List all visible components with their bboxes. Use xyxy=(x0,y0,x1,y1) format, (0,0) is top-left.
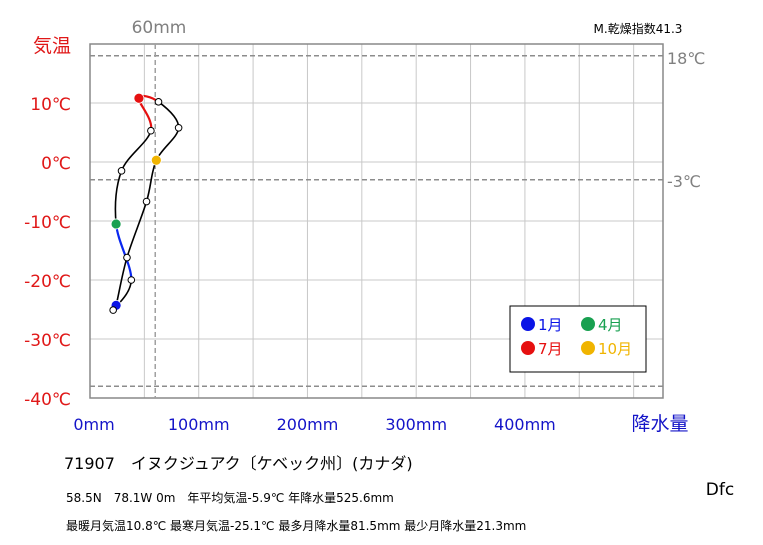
x-axis-label: 降水量 xyxy=(631,413,688,435)
y-tick-label: 10℃ xyxy=(30,95,71,115)
month-point xyxy=(109,306,117,314)
y-tick-label: -40℃ xyxy=(24,390,71,410)
month-point xyxy=(127,276,136,284)
legend-label-jul: 7月 xyxy=(538,340,563,358)
ref-label-18: 18℃ xyxy=(667,49,705,68)
x-tick-label: 100mm xyxy=(168,415,230,434)
x-tick-label: 300mm xyxy=(385,415,447,434)
legend-marker-jul xyxy=(521,341,535,355)
series-segment xyxy=(155,127,180,161)
legend-marker-oct xyxy=(581,341,595,355)
month-point-highlight xyxy=(110,218,122,230)
aridity-index: M.乾燥指数41.3 xyxy=(594,21,683,36)
series-segment xyxy=(158,101,180,128)
station-stats-line2: 最暖月気温10.8℃ 最寒月気温-25.1℃ 最多月降水量81.5mm 最少月降… xyxy=(66,519,527,533)
precip-marker-label: 60mm xyxy=(132,18,187,38)
legend-box xyxy=(509,305,647,373)
climate-class: Dfc xyxy=(706,480,734,500)
x-tick-label: 0mm xyxy=(73,415,114,434)
legend-label-jan: 1月 xyxy=(538,316,563,334)
station-stats-line1: 58.5N 78.1W 0m 年平均気温-5.9℃ 年降水量525.6mm xyxy=(66,491,394,505)
station-title: 71907 イヌクジュアク〔ケベック州〕(カナダ) xyxy=(64,454,413,473)
x-tick-label: 400mm xyxy=(494,415,556,434)
legend-marker-apr xyxy=(581,317,595,331)
y-tick-label: -20℃ xyxy=(24,272,71,292)
ref-label-minus3: -3℃ xyxy=(667,172,701,191)
legend-label-oct: 10月 xyxy=(598,340,632,358)
y-axis-label: 気温 xyxy=(33,35,71,57)
x-tick-label: 200mm xyxy=(277,415,339,434)
month-point xyxy=(147,126,155,135)
month-point xyxy=(123,253,131,262)
month-point xyxy=(117,167,126,175)
month-point-highlight xyxy=(133,92,145,104)
month-point xyxy=(142,197,151,206)
climograph-series xyxy=(109,92,183,314)
series-segment xyxy=(126,201,148,258)
y-tick-label: 0℃ xyxy=(41,154,71,174)
series-segment xyxy=(114,170,123,225)
month-point-highlight xyxy=(150,154,162,166)
month-point xyxy=(174,123,183,132)
legend-marker-jan xyxy=(521,317,535,331)
month-point xyxy=(154,98,163,106)
legend: 1月 4月 7月 10月 xyxy=(509,305,647,373)
legend-label-apr: 4月 xyxy=(598,316,623,334)
series-segment xyxy=(120,130,152,172)
plot-frame xyxy=(89,43,664,399)
y-tick-label: -30℃ xyxy=(24,331,71,351)
y-tick-label: -10℃ xyxy=(24,213,71,233)
series-segment xyxy=(115,257,128,306)
